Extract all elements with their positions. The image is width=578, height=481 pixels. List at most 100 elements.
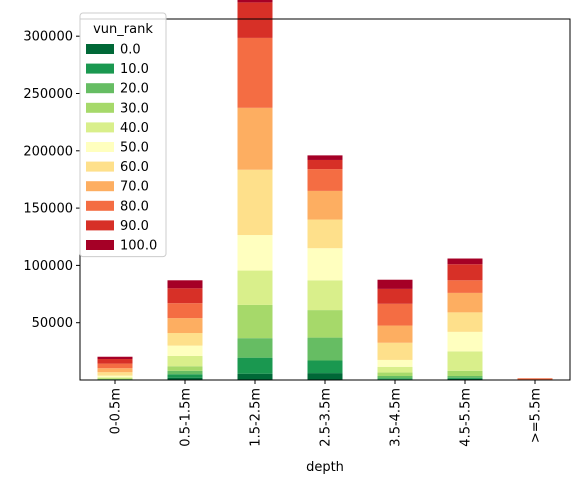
bar-segment [167,345,203,356]
bar-segment [377,375,413,379]
bar-segment [307,169,343,191]
x-tick-label: 1.5-2.5m [249,388,264,447]
bar-segment [447,312,483,332]
bar-segment [97,378,133,380]
bar-segment [447,351,483,371]
bar-segment [447,377,483,379]
bar-segment [237,235,273,271]
legend-label: 60.0 [120,160,149,175]
bar-segment [307,219,343,249]
legend-label: 80.0 [120,199,149,214]
bar-segment [447,375,483,378]
bar-segment [167,366,203,371]
bar-segment [167,374,203,378]
bar-segment [237,304,273,339]
legend-label: 10.0 [120,62,149,77]
x-tick-label: 4.5-5.5m [459,388,474,447]
x-tick-label: >=5.5m [529,388,544,443]
legend-title: vun_rank [93,22,153,37]
legend-label: 100.0 [120,239,157,254]
bar-segment [237,107,273,170]
legend-swatch [86,102,114,113]
bar-segment [447,280,483,293]
x-axis: 0-0.5m 0.5-1.5m 1.5-2.5m 2.5-3.5m 3.5-4.5m 4.… [109,380,544,447]
legend-swatch [86,181,114,192]
y-axis: 50000 100000 150000 200000 250000 300000 [23,30,80,331]
bar-segment [167,355,203,367]
bar-segment [377,325,413,343]
x-axis-label: depth [306,460,344,475]
legend-swatch [86,220,114,231]
bar-segment [237,338,273,358]
bar-segment [97,372,133,376]
legend-label: 40.0 [120,121,149,136]
bar-segment [307,310,343,338]
x-tick-label: 3.5-4.5m [389,388,404,447]
legend-label: 20.0 [120,82,149,97]
bar-segment [237,373,273,380]
y-tick-label: 300000 [23,30,73,45]
bar-segment [167,303,203,319]
y-tick-label: 250000 [23,87,73,102]
bar-segment [237,270,273,305]
bar-segment [307,248,343,281]
legend: vun_rank 0.0 10.0 20.0 30.0 40.0 50.0 60.0 70.0… [79,12,167,258]
bar-segment [377,366,413,373]
bar-segment [447,258,483,265]
legend-label: 90.0 [120,219,149,234]
legend-label: 30.0 [120,101,149,116]
bar-segment [167,377,203,380]
bar-segment [307,280,343,311]
bar-segment [307,159,343,170]
legend-swatch [86,63,114,74]
bar-segment [237,37,273,108]
bar-segment [167,370,203,375]
bar-segment [377,303,413,326]
bar-segment [167,280,203,289]
bar-segment [237,2,273,38]
bar-segment [377,372,413,376]
bar-segment [307,360,343,374]
bar-segment [377,342,413,360]
bar-segment [307,373,343,380]
legend-swatch [86,240,114,250]
legend-label: 70.0 [120,180,149,195]
bar-segment [447,370,483,376]
bar-segment [97,363,133,369]
legend-swatch [86,122,114,133]
legend-swatch [86,44,114,54]
bar-segment [237,169,273,236]
bar-segment [97,368,133,373]
bar-segment [97,359,133,364]
y-tick-label: 200000 [23,144,73,159]
y-tick-label: 150000 [23,202,73,217]
x-tick-label: 0-0.5m [109,388,124,434]
bar-segment [447,378,483,380]
legend-swatch [86,83,114,94]
bar-segment [517,378,553,380]
x-tick-label: 0.5-1.5m [179,388,194,447]
x-tick-label: 2.5-3.5m [319,388,334,447]
bar-segment [447,264,483,281]
bar-segment [377,279,413,289]
bar-segment [307,190,343,220]
bar-segment [377,288,413,304]
legend-items: 0.0 10.0 20.0 30.0 40.0 50.0 60.0 70.0 80.0 90.0 1… [86,43,157,254]
bar-segment [307,155,343,160]
bar-segment [377,359,413,367]
bar-segment [447,292,483,313]
bars-group [97,0,553,380]
legend-label: 50.0 [120,141,149,156]
bar-segment [167,318,203,334]
bar-segment [377,378,413,380]
y-tick-label: 100000 [23,259,73,274]
bar-segment [237,0,273,3]
bar-segment [97,375,133,378]
legend-box [79,12,167,258]
bar-segment [307,337,343,361]
bar-segment [167,288,203,304]
bar-segment [237,357,273,374]
legend-swatch [86,200,114,211]
legend-label: 0.0 [120,43,141,58]
